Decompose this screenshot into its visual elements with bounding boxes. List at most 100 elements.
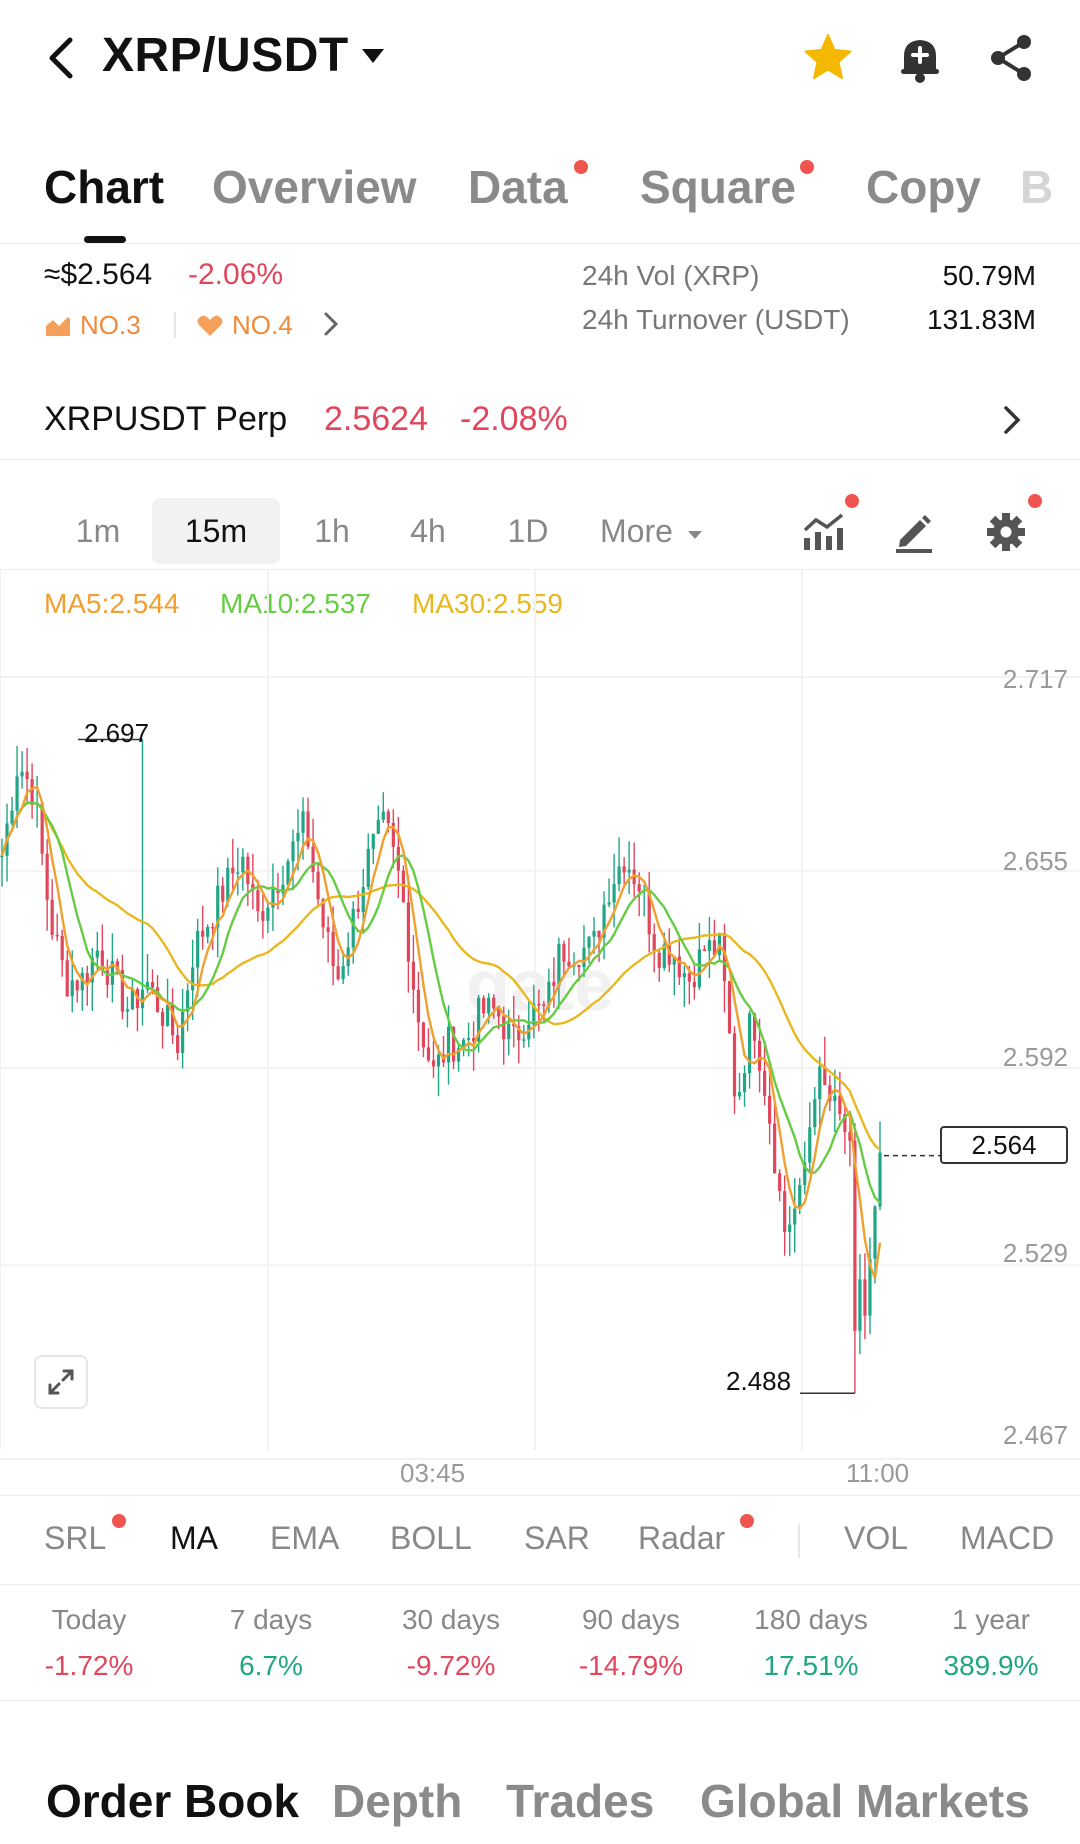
perf-label-7d: 7 days bbox=[229, 1604, 313, 1635]
candle-body bbox=[446, 1026, 451, 1063]
timeframe-15m[interactable]: 15m bbox=[152, 498, 280, 564]
candle-body bbox=[236, 872, 240, 874]
star-icon[interactable] bbox=[800, 30, 856, 86]
candle-body bbox=[868, 1258, 872, 1316]
timeframe-1d[interactable]: 1D bbox=[507, 513, 549, 549]
tab-order-book[interactable]: Order Book bbox=[46, 1775, 300, 1827]
heart-icon bbox=[197, 315, 223, 336]
indicator-boll[interactable]: BOLL bbox=[390, 1520, 472, 1556]
turnover-label: 24h Turnover (USDT) bbox=[582, 304, 850, 335]
indicator-radar[interactable]: Radar bbox=[638, 1520, 726, 1556]
bell-plus-icon[interactable] bbox=[892, 30, 948, 86]
candle-body bbox=[30, 779, 34, 805]
more-label: More bbox=[600, 513, 673, 549]
timeframe-1h[interactable]: 1h bbox=[314, 513, 350, 549]
candle-body bbox=[186, 990, 190, 1012]
candle-body bbox=[165, 1005, 170, 1026]
candle-body bbox=[497, 1008, 501, 1017]
notification-dot bbox=[740, 1514, 754, 1528]
candle-body bbox=[732, 1033, 737, 1097]
draw-icon[interactable] bbox=[892, 510, 936, 559]
perf-label-30d: 30 days bbox=[401, 1604, 501, 1635]
candle-body bbox=[276, 889, 280, 894]
x-tick-label: 03:45 bbox=[400, 1458, 466, 1488]
candle-body bbox=[778, 1173, 782, 1192]
perp-row[interactable]: XRPUSDT Perp 2.5624 -2.08% bbox=[0, 380, 1080, 460]
back-icon[interactable] bbox=[40, 32, 84, 84]
candle-body bbox=[90, 957, 94, 983]
candle-body bbox=[391, 823, 395, 847]
candle-body bbox=[547, 981, 551, 1006]
candle-body bbox=[306, 811, 310, 847]
candle-body bbox=[140, 989, 145, 1009]
active-tab-indicator bbox=[84, 236, 126, 243]
candle-body bbox=[542, 1004, 546, 1006]
candle-body bbox=[110, 961, 114, 985]
ma30-line bbox=[0, 801, 881, 1151]
perf-value-7d: 6.7% bbox=[239, 1650, 303, 1681]
candle-body bbox=[206, 927, 210, 937]
indicator-vol[interactable]: VOL bbox=[844, 1520, 909, 1556]
candle-body bbox=[291, 841, 295, 862]
tab-data[interactable]: Data bbox=[468, 161, 568, 213]
indicator-srl[interactable]: SRL bbox=[44, 1520, 107, 1556]
timeframe-1m[interactable]: 1m bbox=[75, 513, 121, 549]
candle-body bbox=[502, 1016, 506, 1040]
tab-depth[interactable]: Depth bbox=[332, 1775, 463, 1827]
timeframe-more[interactable]: More bbox=[600, 498, 730, 564]
indicator-ema[interactable]: EMA bbox=[270, 1520, 340, 1556]
pair-title[interactable]: XRP/USDT bbox=[102, 29, 349, 82]
trend-rank-icon bbox=[46, 316, 70, 336]
notification-dot bbox=[112, 1514, 126, 1528]
chevron-right-icon[interactable] bbox=[322, 310, 340, 343]
tab-copy[interactable]: Copy bbox=[866, 161, 981, 213]
rank-badge-fav[interactable]: NO.4 bbox=[196, 310, 293, 341]
rank-badge-hot[interactable]: NO.3 bbox=[44, 310, 141, 341]
candle-body bbox=[361, 887, 365, 913]
candle-body bbox=[411, 961, 416, 990]
candle-body bbox=[191, 967, 195, 991]
caret-down-icon[interactable] bbox=[360, 46, 386, 66]
candle-body bbox=[451, 1026, 456, 1062]
candle-body bbox=[562, 943, 566, 962]
y-tick-label: 2.529 bbox=[1002, 1238, 1068, 1268]
tab-more-partial[interactable]: B bbox=[1020, 161, 1054, 213]
price-chart[interactable]: MA5:2.544 MA10:2.537 MA30:2.559 gate 2.7… bbox=[0, 570, 1080, 1490]
candle-body bbox=[70, 980, 74, 997]
candle-body bbox=[50, 899, 54, 935]
tab-square[interactable]: Square bbox=[640, 161, 796, 213]
candle-body bbox=[687, 973, 691, 982]
share-icon[interactable] bbox=[984, 30, 1040, 86]
settings-icon[interactable] bbox=[984, 510, 1028, 559]
perf-label-today: Today bbox=[51, 1604, 127, 1635]
tab-overview[interactable]: Overview bbox=[212, 161, 417, 213]
candle-body bbox=[115, 961, 119, 970]
candle-body bbox=[627, 869, 631, 873]
indicator-ma[interactable]: MA bbox=[170, 1520, 218, 1556]
current-price: ≈$2.564 bbox=[44, 258, 153, 291]
candlestick-plot[interactable]: gate bbox=[0, 570, 1080, 1490]
candle-body bbox=[100, 950, 104, 971]
perp-price: 2.5624 bbox=[324, 400, 428, 438]
perf-label-1y: 1 year bbox=[952, 1604, 1030, 1635]
timeframe-4h[interactable]: 4h bbox=[410, 513, 446, 549]
candle-body bbox=[507, 1023, 511, 1040]
fullscreen-icon[interactable] bbox=[34, 1355, 88, 1409]
tab-global-markets[interactable]: Global Markets bbox=[700, 1775, 1030, 1827]
indicator-sar[interactable]: SAR bbox=[524, 1520, 590, 1556]
indicator-icon[interactable] bbox=[802, 512, 846, 557]
candle-body bbox=[341, 966, 345, 980]
indicator-macd[interactable]: MACD bbox=[960, 1520, 1055, 1556]
timeframe-bar: 1m 15m 1h 4h 1D More bbox=[0, 470, 1080, 570]
candle-body bbox=[0, 855, 4, 858]
candle-body bbox=[356, 908, 360, 913]
candle-body bbox=[170, 1005, 175, 1036]
tab-chart[interactable]: Chart bbox=[44, 161, 165, 213]
candle-body bbox=[85, 973, 89, 983]
candle-body bbox=[211, 927, 215, 929]
candle-body bbox=[747, 1013, 752, 1074]
candle-body bbox=[326, 927, 330, 932]
tab-trades[interactable]: Trades bbox=[506, 1775, 655, 1827]
candle-body bbox=[672, 956, 676, 965]
candle-body bbox=[20, 771, 24, 777]
